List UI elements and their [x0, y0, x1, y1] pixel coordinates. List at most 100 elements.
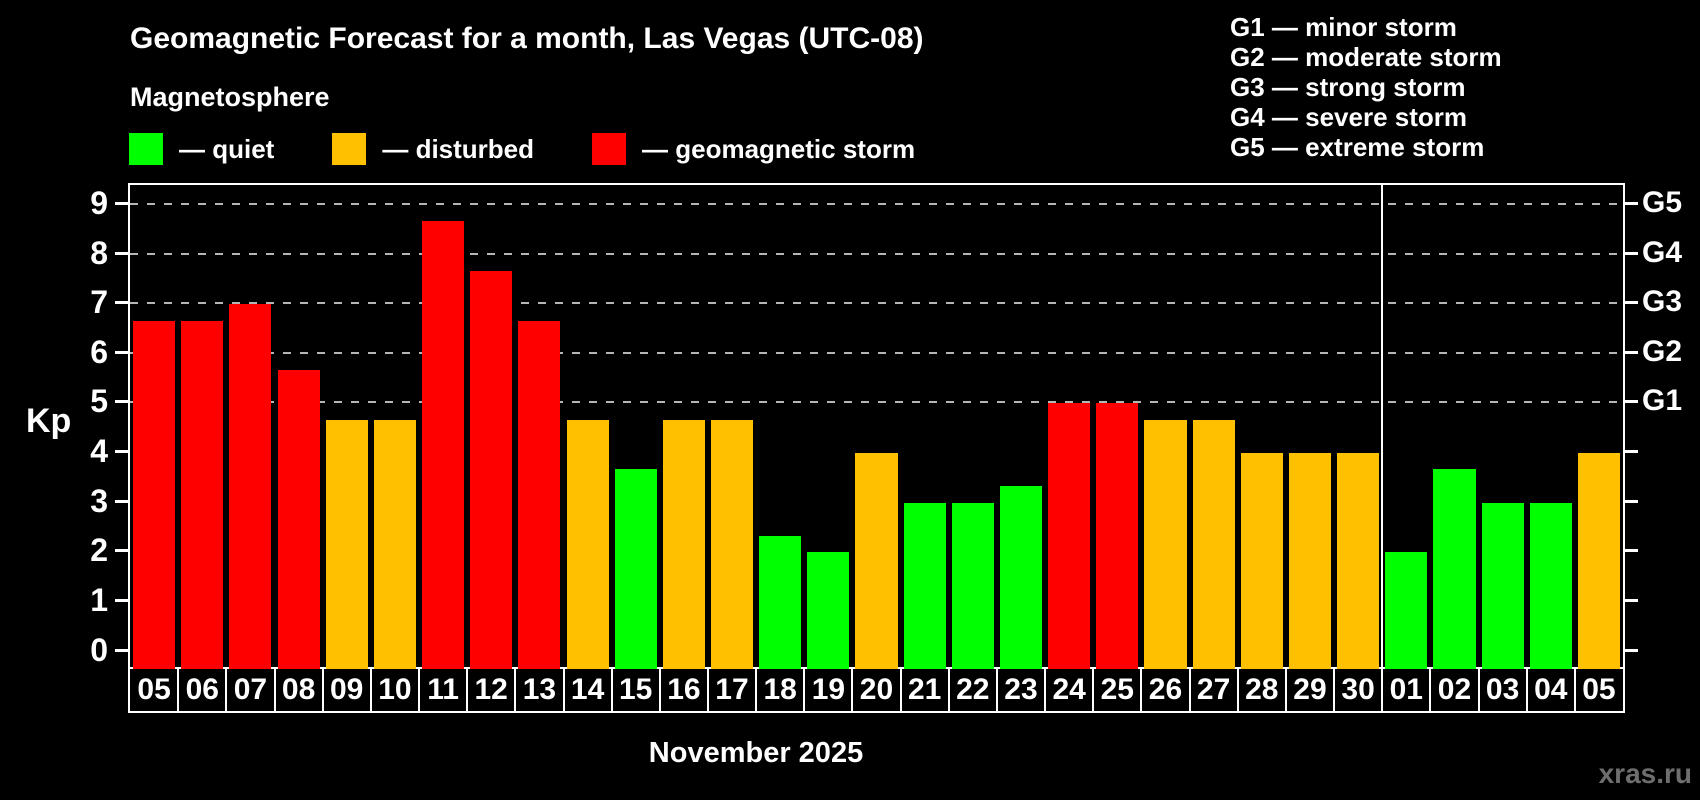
g-level-label-G1: G1 — [1642, 384, 1683, 418]
day-box-divider — [369, 669, 372, 711]
day-box-divider — [321, 669, 324, 711]
day-label-05-dec: 05 — [1582, 673, 1616, 706]
g-level-label-G5: G5 — [1642, 185, 1683, 219]
kp-bar-day-02 — [1433, 469, 1476, 669]
y-tick-right-2 — [1625, 549, 1638, 553]
legend-label-storm: — geomagnetic storm — [642, 133, 916, 164]
day-label-23-nov: 23 — [1004, 673, 1038, 706]
day-label-20-nov: 20 — [859, 673, 894, 706]
y-tick-left-0 — [115, 648, 128, 652]
chart-subtitle: Magnetosphere — [130, 82, 330, 112]
day-box-divider — [418, 669, 420, 711]
g-scale-legend: G1 — minor storm G2 — moderate storm G3 — … — [1230, 12, 1502, 162]
x-axis-day-row: 05 06 07 08 09 10 11 12 13 14 15 16 17 18 19 20 21 22 23 24… — [128, 667, 1625, 713]
g-legend-line-2: G2 — moderate storm — [1230, 42, 1502, 72]
day-label-12-nov: 12 — [474, 673, 508, 706]
y-tick-right-5 — [1625, 400, 1638, 404]
kp-bar-day-28 — [1240, 453, 1283, 669]
y-tick-left-4 — [115, 450, 128, 454]
day-label-03-dec: 03 — [1485, 673, 1520, 706]
kp-bar-day-05 — [1577, 453, 1620, 669]
day-label-04-dec: 04 — [1534, 673, 1568, 706]
day-label-05-nov: 05 — [137, 673, 171, 706]
kp-bar-day-05 — [133, 320, 176, 669]
kp-bar-day-16 — [662, 419, 705, 669]
legend-item-quiet: — quiet — [129, 133, 274, 165]
g-level-label-G4: G4 — [1642, 235, 1683, 269]
y-tick-left-1 — [115, 599, 128, 602]
day-box-divider — [466, 669, 469, 711]
day-label-14-nov: 14 — [570, 673, 605, 706]
kp-bar-day-25 — [1096, 403, 1139, 669]
day-box-divider — [995, 669, 998, 711]
kp-bar-day-27 — [1192, 419, 1235, 669]
day-box-divider — [658, 669, 661, 711]
day-box-divider — [706, 669, 709, 711]
y-tick-label-6: 6 — [90, 333, 108, 370]
day-label-10-nov: 10 — [378, 673, 412, 706]
y-tick-left-5 — [115, 400, 128, 404]
y-tick-label-4: 4 — [90, 433, 108, 470]
kp-bar-day-20 — [855, 453, 898, 669]
y-tick-left-3 — [115, 499, 128, 503]
y-tick-left-2 — [115, 549, 128, 553]
y-tick-right-4 — [1625, 450, 1638, 454]
day-label-07-nov: 07 — [233, 673, 268, 706]
day-label-21-nov: 21 — [908, 673, 942, 706]
y-tick-right-7 — [1625, 301, 1638, 305]
legend-item-storm: — geomagnetic storm — [592, 133, 915, 165]
y-tick-left-8 — [115, 251, 128, 255]
day-box-divider — [1573, 669, 1576, 711]
day-label-15-nov: 15 — [619, 673, 653, 706]
legend-label-disturbed: — disturbed — [382, 133, 535, 164]
month-boundary-line — [1381, 185, 1384, 669]
kp-bar-day-18 — [759, 536, 802, 669]
y-axis-label: Kp — [26, 402, 72, 440]
day-label-17-nov: 17 — [715, 673, 749, 706]
y-tick-right-6 — [1625, 350, 1638, 354]
kp-bar-day-17 — [710, 419, 754, 669]
legend-label-quiet: — quiet — [179, 133, 275, 164]
day-label-18-nov: 18 — [763, 673, 797, 706]
day-box-divider — [1140, 669, 1143, 711]
day-box-divider — [610, 669, 613, 711]
day-label-06-nov: 06 — [185, 673, 219, 706]
day-label-22-nov: 22 — [956, 673, 990, 706]
gridline-kp-5 — [130, 401, 1623, 404]
day-label-27-nov: 27 — [1196, 673, 1231, 706]
g-legend-line-3: G3 — strong storm — [1230, 72, 1466, 102]
g-legend-line-1: G1 — minor storm — [1230, 12, 1457, 42]
day-label-26-nov: 26 — [1148, 673, 1183, 706]
day-box-divider — [1188, 669, 1191, 711]
kp-status-legend: — quiet — disturbed — geomagnetic storm — [129, 132, 973, 166]
day-box-divider — [1525, 669, 1528, 711]
day-box-divider — [1284, 669, 1287, 711]
kp-bar-day-13 — [518, 320, 561, 669]
y-tick-right-1 — [1625, 599, 1638, 602]
kp-bar-day-04 — [1529, 502, 1572, 669]
y-tick-right-8 — [1625, 251, 1638, 255]
y-tick-left-9 — [115, 201, 128, 205]
kp-bar-day-06 — [181, 320, 224, 669]
storm-color-swatch — [592, 133, 627, 165]
quiet-color-swatch — [129, 133, 163, 165]
g-legend-line-5: G5 — extreme storm — [1230, 132, 1485, 162]
day-box-divider — [273, 669, 276, 711]
day-box-divider — [755, 669, 758, 711]
kp-bar-day-26 — [1144, 419, 1187, 669]
y-tick-label-7: 7 — [90, 284, 108, 321]
y-tick-label-9: 9 — [90, 184, 108, 221]
day-box-divider — [1381, 669, 1384, 711]
kp-bar-day-07 — [229, 304, 272, 669]
day-box-divider — [1429, 669, 1432, 711]
month-label: November 2025 — [648, 737, 864, 769]
gridline-kp-6 — [130, 351, 1623, 354]
day-box-divider — [899, 669, 902, 711]
day-box-divider — [514, 669, 517, 711]
chart-plot-area — [128, 183, 1625, 669]
day-box-divider — [1236, 669, 1239, 711]
day-label-09-nov: 09 — [330, 673, 364, 706]
kp-bar-day-14 — [566, 419, 609, 669]
gridline-kp-8 — [130, 252, 1623, 255]
